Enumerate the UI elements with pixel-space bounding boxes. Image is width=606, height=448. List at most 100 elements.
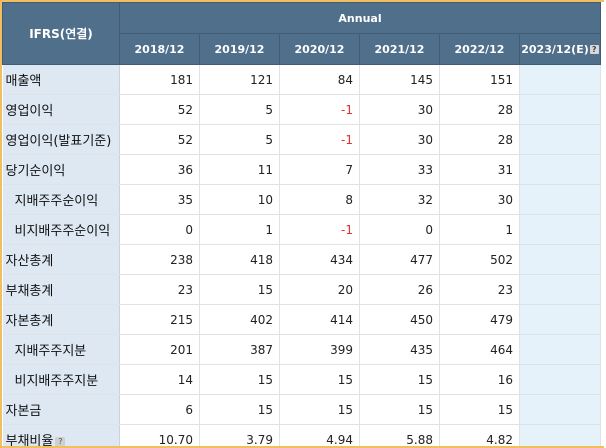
table-cell: 7 bbox=[279, 154, 360, 185]
row-label-text: 지배주주순이익 bbox=[14, 194, 99, 209]
help-icon[interactable]: ? bbox=[55, 436, 66, 446]
estimate-cell bbox=[519, 424, 601, 446]
table-cell: 31 bbox=[439, 154, 520, 185]
row-label: 자본총계 bbox=[2, 304, 120, 335]
table-cell: 33 bbox=[359, 154, 440, 185]
table-row: 비지배주주순이익 0 1 -1 0 1 bbox=[2, 214, 601, 245]
table-cell: 10.70 bbox=[119, 424, 200, 446]
table-cell: 52 bbox=[119, 94, 200, 125]
table-row: 부채총계 23 15 20 26 23 bbox=[2, 274, 601, 305]
estimate-cell bbox=[519, 274, 601, 305]
table-row: 자산총계 238 418 434 477 502 bbox=[2, 244, 601, 275]
table-cell: 15 bbox=[199, 364, 280, 395]
table-cell: 4.82 bbox=[439, 424, 520, 446]
table-cell: 5 bbox=[199, 94, 280, 125]
table-row: 비지배주주지분 14 15 15 15 16 bbox=[2, 364, 601, 395]
table-cell: 434 bbox=[279, 244, 360, 275]
row-label: 지배주주순이익 bbox=[2, 184, 120, 215]
table-cell: 15 bbox=[359, 364, 440, 395]
row-label: 당기순이익 bbox=[2, 154, 120, 185]
table-cell: 201 bbox=[119, 334, 200, 365]
table-cell: 479 bbox=[439, 304, 520, 335]
row-label-text: 영업이익 bbox=[5, 104, 54, 119]
row-label-text: 자본총계 bbox=[5, 314, 54, 329]
table-cell: 23 bbox=[439, 274, 520, 305]
row-label-text: 지배주주지분 bbox=[14, 344, 87, 359]
table-row: 당기순이익 36 11 7 33 31 bbox=[2, 154, 601, 185]
estimate-year-label: 2023/12(E) bbox=[521, 42, 589, 56]
row-label-text: 매출액 bbox=[5, 74, 42, 89]
year-header: 2022/12 bbox=[439, 33, 520, 65]
table-cell: 14 bbox=[119, 364, 200, 395]
estimate-cell bbox=[519, 124, 601, 155]
table-cell: 16 bbox=[439, 364, 520, 395]
table-cell: 464 bbox=[439, 334, 520, 365]
estimate-cell bbox=[519, 304, 601, 335]
estimate-cell bbox=[519, 244, 601, 275]
table-cell: 418 bbox=[199, 244, 280, 275]
table-row: 자본금 6 15 15 15 15 bbox=[2, 394, 601, 425]
estimate-cell bbox=[519, 64, 601, 95]
table-cell: 145 bbox=[359, 64, 440, 95]
row-label-text: 비지배주주순이익 bbox=[14, 224, 111, 239]
row-label: 영업이익 bbox=[2, 94, 120, 125]
table-row: 자본총계 215 402 414 450 479 bbox=[2, 304, 601, 335]
estimate-cell bbox=[519, 94, 601, 125]
help-icon[interactable]: ? bbox=[589, 45, 599, 54]
estimate-cell bbox=[519, 154, 601, 185]
table-cell: 4.94 bbox=[279, 424, 360, 446]
table-row: 매출액 181 121 84 145 151 bbox=[2, 64, 601, 95]
row-label-text: 자산총계 bbox=[5, 254, 54, 269]
row-label: 영업이익(발표기준) bbox=[2, 124, 120, 155]
table-cell: 435 bbox=[359, 334, 440, 365]
estimate-cell bbox=[519, 184, 601, 215]
year-header: 2018/12 bbox=[119, 33, 200, 65]
table-cell: 8 bbox=[279, 184, 360, 215]
row-label: 자산총계 bbox=[2, 244, 120, 275]
row-label-text: 비지배주주지분 bbox=[14, 374, 99, 389]
table-cell: 11 bbox=[199, 154, 280, 185]
year-header: 2020/12 bbox=[279, 33, 360, 65]
estimate-cell bbox=[519, 334, 601, 365]
table-cell: 28 bbox=[439, 124, 520, 155]
annual-group-header: Annual bbox=[119, 2, 601, 34]
row-label-text: 자본금 bbox=[5, 404, 42, 419]
table-cell: 5 bbox=[199, 124, 280, 155]
table-cell: 238 bbox=[119, 244, 200, 275]
table-cell: -1 bbox=[279, 214, 360, 245]
table-cell: 5.88 bbox=[359, 424, 440, 446]
row-label: 비지배주주순이익 bbox=[2, 214, 120, 245]
estimate-year-header: 2023/12(E)? bbox=[519, 33, 601, 65]
row-label-text: 영업이익(발표기준) bbox=[5, 134, 112, 149]
table-cell: 30 bbox=[359, 124, 440, 155]
row-label: 부채총계 bbox=[2, 274, 120, 305]
table-cell: 15 bbox=[199, 394, 280, 425]
row-label: 자본금 bbox=[2, 394, 120, 425]
table-cell: 181 bbox=[119, 64, 200, 95]
table-cell: 28 bbox=[439, 94, 520, 125]
year-header: 2019/12 bbox=[199, 33, 280, 65]
row-label: 비지배주주지분 bbox=[2, 364, 120, 395]
table-cell: 0 bbox=[119, 214, 200, 245]
table-cell: 6 bbox=[119, 394, 200, 425]
table-cell: 15 bbox=[199, 274, 280, 305]
table-cell: 502 bbox=[439, 244, 520, 275]
row-label: 부채비율? bbox=[2, 424, 120, 448]
table-cell: -1 bbox=[279, 94, 360, 125]
table-row: 부채비율? 10.70 3.79 4.94 5.88 4.82 bbox=[2, 424, 601, 448]
table-cell: 52 bbox=[119, 124, 200, 155]
table-cell: 414 bbox=[279, 304, 360, 335]
table-cell: 399 bbox=[279, 334, 360, 365]
row-label: 지배주주지분 bbox=[2, 334, 120, 365]
table-cell: 151 bbox=[439, 64, 520, 95]
row-label-text: 부채비율 bbox=[5, 434, 54, 448]
table-cell: 30 bbox=[439, 184, 520, 215]
row-label-text: 부채총계 bbox=[5, 284, 54, 299]
table-cell: 26 bbox=[359, 274, 440, 305]
table-cell: 15 bbox=[359, 394, 440, 425]
table-cell: 15 bbox=[439, 394, 520, 425]
table-cell: 23 bbox=[119, 274, 200, 305]
row-label: 매출액 bbox=[2, 64, 120, 95]
